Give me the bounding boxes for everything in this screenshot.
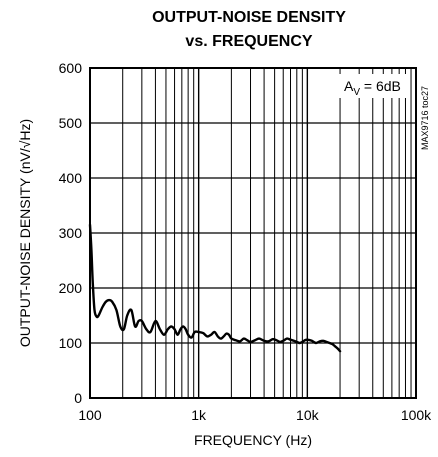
chart-title-line-1: OUTPUT-NOISE DENSITY	[152, 9, 346, 26]
x-tick-label: 10k	[296, 407, 320, 423]
annotation-background	[338, 74, 408, 98]
chart-title-line-2: vs. FREQUENCY	[185, 33, 312, 50]
x-axis-label: FREQUENCY (Hz)	[194, 432, 312, 448]
series-line	[88, 223, 342, 353]
y-tick-label: 200	[59, 280, 83, 296]
y-tick-label: 500	[59, 115, 83, 131]
gain-annotation: AV = 6dB	[344, 78, 401, 98]
grid-lines	[90, 68, 416, 398]
y-tick-label: 400	[59, 170, 83, 186]
x-tick-label: 100	[78, 407, 102, 423]
x-tick-label: 100k	[401, 407, 432, 423]
y-tick-label: 0	[74, 390, 82, 406]
y-tick-label: 100	[59, 335, 83, 351]
y-tick-label: 600	[59, 60, 83, 76]
y-tick-label: 300	[59, 225, 83, 241]
y-axis-label: OUTPUT-NOISE DENSITY (nV/√Hz)	[17, 119, 33, 347]
figure-code: MAX9716 toc27	[420, 86, 430, 150]
x-tick-label: 1k	[191, 407, 207, 423]
